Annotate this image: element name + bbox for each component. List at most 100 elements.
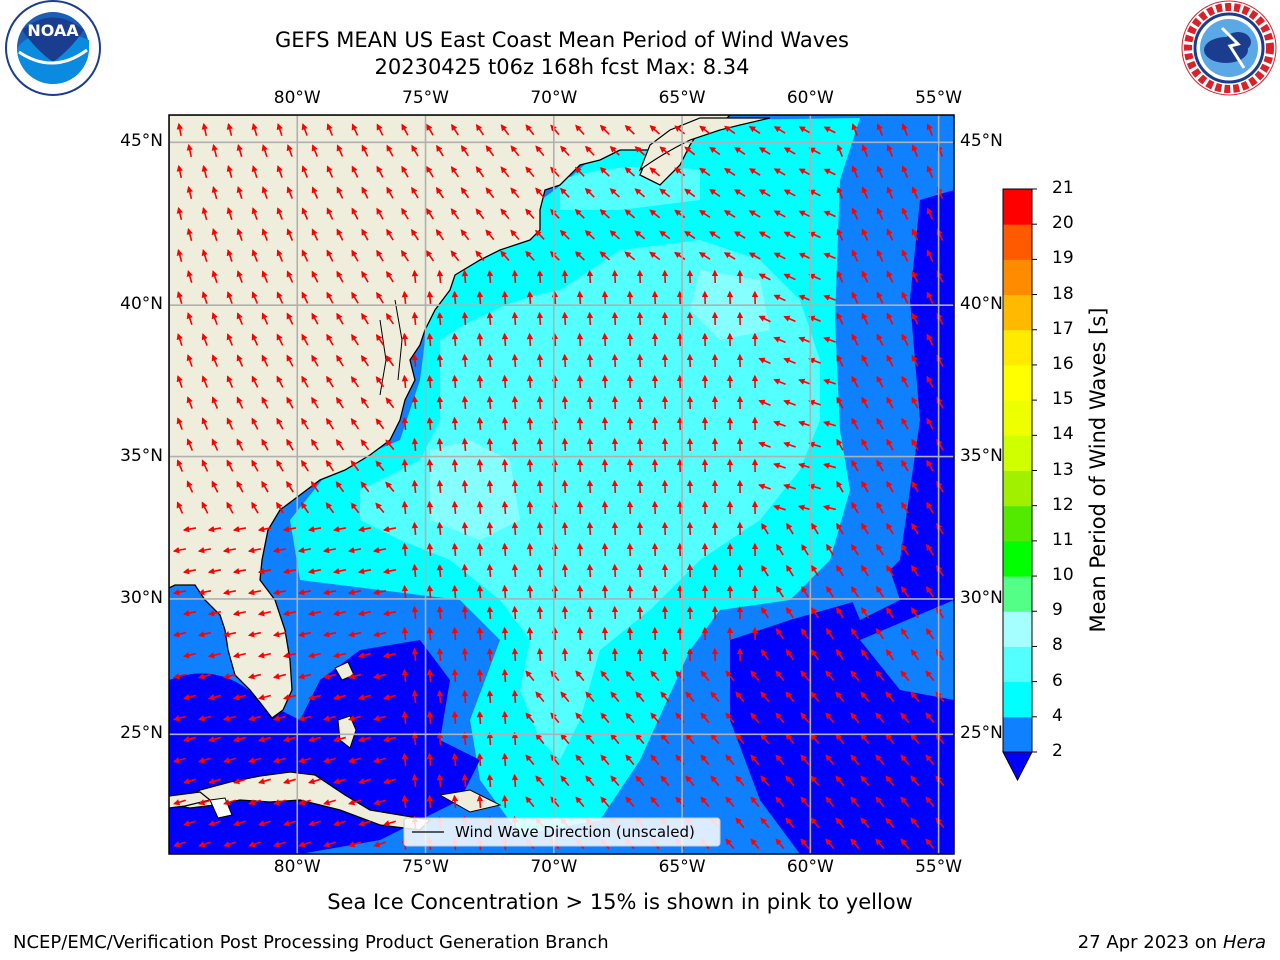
wave-arrow [536, 395, 544, 410]
wave-arrow [758, 315, 771, 323]
wave-arrow [576, 542, 584, 557]
wave-arrow [700, 670, 710, 682]
wave-arrow [900, 712, 910, 724]
wave-arrow [624, 251, 636, 261]
wave-arrow [347, 589, 362, 596]
wave-arrow [584, 187, 595, 198]
wave-arrow [851, 501, 859, 514]
wave-arrow [386, 186, 394, 199]
wave-arrow [861, 522, 869, 535]
wave-arrow [549, 250, 560, 261]
wave-arrow [822, 462, 837, 469]
wave-arrow [636, 395, 644, 410]
colorbar-tick-label-8: 13 [1052, 459, 1074, 480]
wave-arrow [311, 144, 318, 157]
wave-arrow [875, 712, 885, 724]
wave-arrow [850, 838, 860, 850]
wave-arrow [301, 417, 309, 430]
wave-arrow [261, 144, 268, 157]
wave-arrow [510, 229, 520, 241]
wave-arrow [661, 521, 669, 536]
wave-arrow [411, 437, 419, 452]
wave-arrow [376, 207, 384, 220]
wave-arrow [201, 375, 208, 388]
lat-label-right-1: 40°N [960, 294, 1003, 315]
wave-arrow [436, 437, 444, 452]
wave-arrow [183, 820, 196, 827]
wave-arrow [426, 500, 434, 515]
wave-arrow [322, 631, 337, 638]
wave-arrow [276, 291, 284, 304]
wave-arrow [526, 542, 534, 557]
wave-arrow [900, 754, 910, 766]
wave-arrow [323, 841, 336, 848]
wave-arrow [311, 312, 319, 325]
wave-arrow [798, 126, 811, 134]
wave-arrow [172, 673, 187, 680]
wave-arrow [574, 208, 585, 219]
wave-arrow [511, 479, 519, 494]
colorbar-segment-9 [1003, 400, 1032, 436]
wave-arrow [798, 378, 811, 385]
wave-arrow [247, 631, 262, 638]
wave-arrow [760, 733, 770, 745]
wave-arrow [511, 647, 519, 662]
wave-arrow [808, 147, 821, 155]
wave-arrow [382, 568, 397, 575]
wave-arrow [775, 712, 785, 724]
colorbar-tick-label-2: 6 [1052, 670, 1063, 691]
wave-arrow [511, 521, 519, 536]
wave-arrow [785, 691, 795, 703]
wave-arrow [861, 354, 869, 367]
wave-arrow [486, 437, 494, 452]
wave-arrow [560, 145, 570, 156]
wave-arrow [584, 145, 595, 156]
wave-arrow [176, 291, 183, 304]
wave-arrow [176, 459, 184, 472]
wave-arrow [426, 416, 434, 431]
wave-arrow [835, 649, 845, 661]
map-gridlines [169, 115, 954, 854]
wave-arrow [575, 754, 585, 766]
wave-arrow [426, 332, 434, 347]
wave-arrow [785, 817, 795, 829]
wave-arrow [935, 649, 945, 661]
wave-arrow [551, 374, 559, 389]
wave-arrow [611, 479, 619, 494]
wave-arrow [826, 585, 834, 598]
wave-arrow [636, 311, 644, 326]
wave-arrow [808, 399, 821, 406]
wave-arrow [176, 417, 183, 430]
wave-arrow [808, 273, 821, 281]
wave-arrow [925, 670, 935, 682]
wave-arrow [351, 291, 359, 304]
wave-arrow [435, 229, 445, 241]
wave-arrow [551, 626, 559, 641]
colorbar-segment-0 [1003, 716, 1032, 753]
wave-arrow [501, 668, 509, 683]
wave-arrow [861, 270, 869, 283]
wave-arrow [651, 500, 659, 515]
wave-arrow [486, 311, 494, 326]
wave-arrow [807, 483, 821, 490]
wave-arrow [835, 733, 845, 745]
wave-arrow [476, 332, 484, 347]
wave-arrow [251, 291, 259, 304]
wave-arrow [801, 543, 809, 556]
wave-arrow [626, 332, 634, 347]
wave-arrow [611, 269, 619, 284]
wave-arrow [382, 610, 397, 617]
wave-arrow [501, 584, 509, 599]
wave-arrow [501, 416, 509, 431]
wave-arrow [901, 501, 909, 514]
wave-arrow [661, 563, 669, 578]
wave-arrow [247, 757, 261, 764]
wave-arrow [510, 187, 520, 199]
wave-arrow [511, 395, 519, 410]
colorbar-segment-7 [1003, 470, 1032, 507]
wave-arrow [300, 501, 310, 514]
wave-arrow [561, 563, 569, 578]
wave-arrow [836, 480, 844, 493]
wave-arrow [860, 817, 870, 829]
wave-arrow [211, 312, 218, 325]
